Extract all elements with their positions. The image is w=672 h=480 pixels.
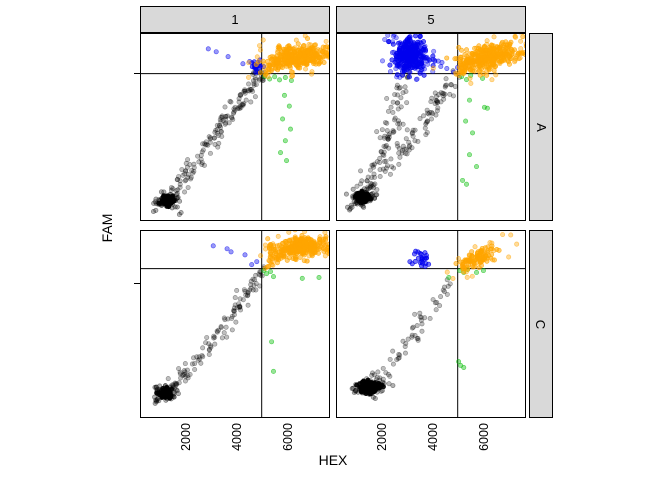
x-tick-label: 2000 <box>375 423 389 451</box>
points-layer <box>152 231 329 406</box>
panel-5-C <box>336 230 526 418</box>
points-layer <box>349 232 520 401</box>
x-axis-title: HEX <box>318 452 348 468</box>
facet-strip-row-A: A <box>529 33 553 221</box>
panel-1-C <box>140 230 330 418</box>
panel-1-A <box>140 33 330 221</box>
facet-col-label-5: 5 <box>427 12 435 27</box>
y-axis-title: FAM <box>99 213 115 243</box>
facet-row-label-C: C <box>533 319 549 329</box>
x-tick-label: 6000 <box>477 423 491 451</box>
facet-strip-row-C: C <box>529 230 553 418</box>
x-tick-label: 4000 <box>426 423 440 451</box>
facet-row-label-A: A <box>533 122 549 132</box>
x-tick-label: 2000 <box>179 423 193 451</box>
y-axis-tick <box>134 73 140 74</box>
x-tick-label: 6000 <box>281 423 295 451</box>
panel-5-A <box>336 33 526 221</box>
facet-col-label-1: 1 <box>231 12 239 27</box>
facet-strip-col-5: 5 <box>336 6 526 33</box>
points-layer <box>343 34 525 213</box>
points-layer <box>151 34 329 217</box>
y-axis-tick <box>134 283 140 284</box>
x-tick-label: 4000 <box>230 423 244 451</box>
facet-strip-col-1: 1 <box>140 6 330 33</box>
